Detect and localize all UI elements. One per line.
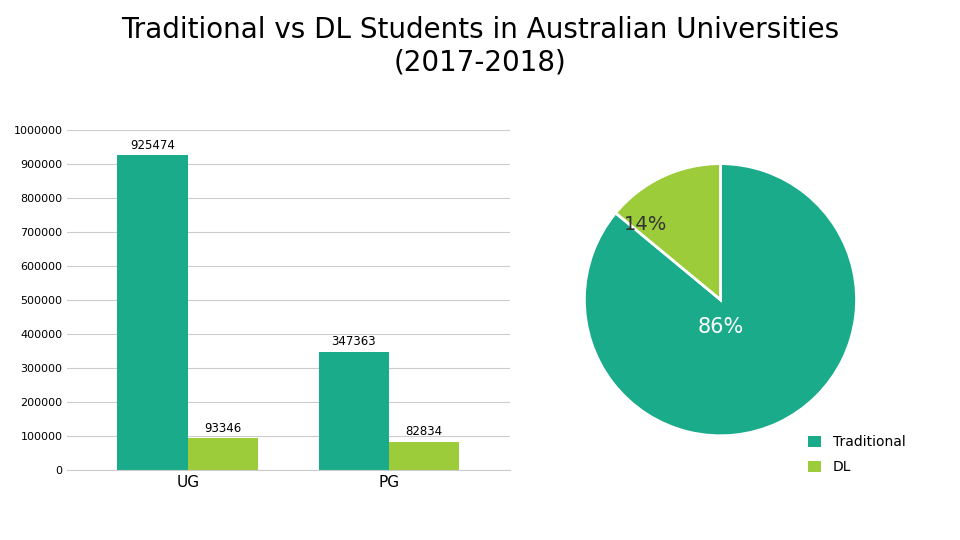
Text: 93346: 93346 [204, 422, 242, 435]
Bar [117, 155, 188, 470]
Bar [319, 352, 389, 470]
Text: 347363: 347363 [331, 335, 376, 348]
Text: 82834: 82834 [406, 425, 443, 438]
Bar [188, 438, 258, 470]
Bar [389, 442, 460, 470]
Text: 925474: 925474 [131, 139, 175, 152]
Legend: Traditional, DL: Traditional, DL [802, 430, 911, 480]
Text: 86%: 86% [697, 317, 744, 337]
Wedge shape [615, 164, 720, 300]
Wedge shape [585, 164, 856, 436]
Text: 14%: 14% [624, 215, 667, 234]
Text: Traditional vs DL Students in Australian Universities
(2017-2018): Traditional vs DL Students in Australian… [121, 16, 839, 77]
